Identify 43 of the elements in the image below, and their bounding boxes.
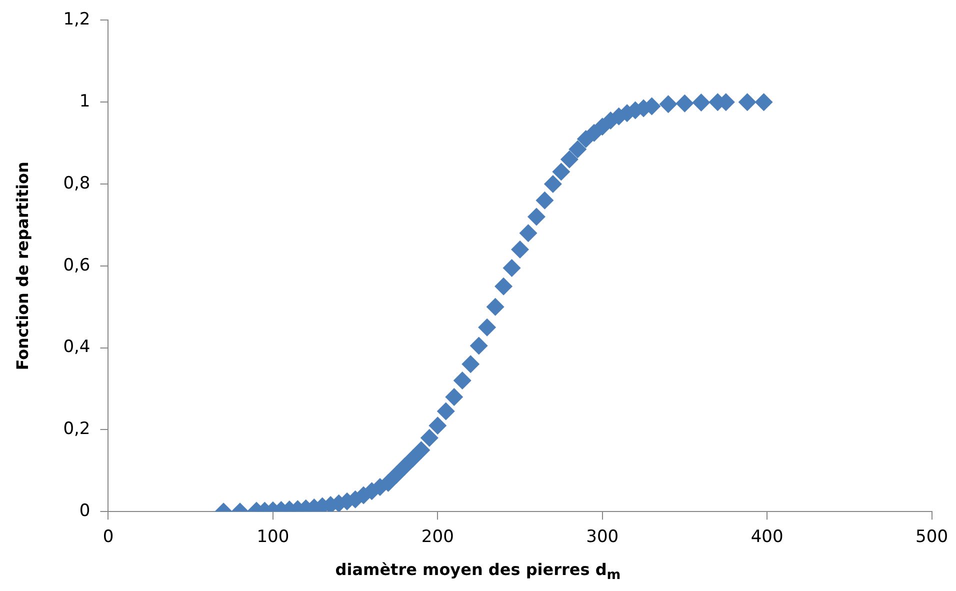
point [754, 93, 773, 112]
y-tick-label: 0 [79, 501, 90, 522]
point [404, 449, 422, 468]
point [396, 458, 414, 476]
point [560, 150, 578, 168]
y-tick-label: 0,6 [63, 255, 90, 276]
point [738, 93, 756, 112]
y-tick-label: 1,2 [63, 10, 90, 30]
point [387, 466, 406, 484]
x-tick-label: 100 [256, 527, 290, 548]
point [527, 208, 546, 226]
point [486, 298, 504, 316]
point [552, 162, 570, 181]
y-tick-label: 1 [79, 92, 90, 112]
point [544, 175, 562, 193]
x-tick-label: 300 [586, 527, 619, 548]
y-tick-label: 0,8 [63, 173, 90, 194]
x-tick-label: 200 [421, 527, 454, 548]
y-axis-title: Fonction de repartition [12, 162, 32, 370]
x-tick-label: 0 [102, 527, 114, 548]
x-tick-label: 400 [750, 527, 784, 548]
point [511, 240, 530, 259]
point [659, 95, 678, 114]
point [692, 94, 710, 112]
point [445, 388, 464, 406]
point [478, 318, 496, 336]
point [502, 258, 521, 277]
point [470, 336, 488, 355]
point [676, 94, 694, 112]
point [412, 441, 430, 460]
point [568, 140, 587, 158]
x-tick-label: 500 [916, 527, 948, 548]
point [436, 402, 455, 420]
y-tick-label: 0,2 [63, 419, 90, 440]
point [453, 372, 472, 390]
y-tick-label: 0,4 [63, 337, 90, 358]
point [462, 355, 480, 374]
x-axis-title: diamètre moyen des pierres d$_{m}$ [334, 560, 622, 584]
point [428, 416, 447, 435]
point [536, 191, 554, 210]
point [420, 428, 438, 447]
point [494, 277, 513, 296]
point [519, 224, 538, 242]
